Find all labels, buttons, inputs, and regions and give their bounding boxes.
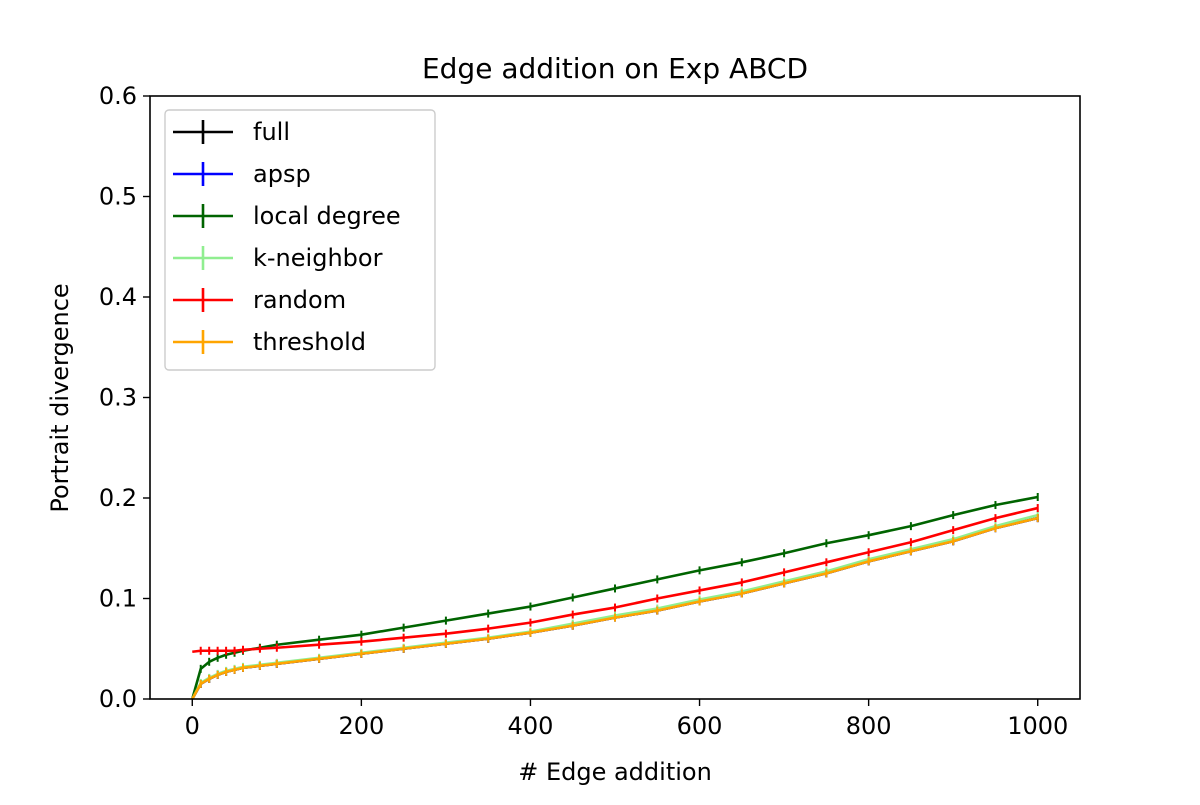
- series-local-degree: [191, 492, 1039, 700]
- chart-title: Edge addition on Exp ABCD: [422, 52, 808, 85]
- y-tick-label: 0.1: [99, 585, 137, 613]
- x-tick-label: 200: [338, 712, 384, 740]
- legend-label: k-neighbor: [253, 244, 383, 272]
- x-tick-label: 600: [677, 712, 723, 740]
- x-axis-label: # Edge addition: [518, 758, 712, 786]
- legend-item: full: [173, 118, 290, 146]
- y-tick-label: 0.3: [99, 384, 137, 412]
- legend-item: k-neighbor: [173, 244, 383, 272]
- legend-label: local degree: [253, 202, 401, 230]
- y-tick-label: 0.2: [99, 484, 137, 512]
- plot-series: [191, 492, 1039, 700]
- legend-label: apsp: [253, 160, 311, 188]
- y-axis-ticks: 0.0 0.1 0.2 0.3 0.4 0.5 0.6: [99, 82, 150, 713]
- y-tick-label: 0.4: [99, 283, 137, 311]
- x-axis-ticks: 0 200 400 600 800 1000: [185, 699, 1068, 740]
- x-tick-label: 400: [508, 712, 554, 740]
- legend-label: threshold: [253, 328, 366, 356]
- legend-item: threshold: [173, 328, 366, 356]
- x-tick-label: 1000: [1007, 712, 1068, 740]
- legend-label: random: [253, 286, 346, 314]
- series-random: [192, 504, 1039, 655]
- y-tick-label: 0.0: [99, 685, 137, 713]
- x-tick-label: 0: [185, 712, 200, 740]
- legend-item: local degree: [173, 202, 401, 230]
- y-tick-label: 0.5: [99, 183, 137, 211]
- x-tick-label: 800: [846, 712, 892, 740]
- y-tick-label: 0.6: [99, 82, 137, 110]
- y-axis-label: Portrait divergence: [46, 283, 74, 512]
- legend: full apsp local degree k-neighbor random thre…: [164, 109, 436, 371]
- series-threshold: [191, 514, 1039, 700]
- legend-label: full: [253, 118, 290, 146]
- legend-item: random: [173, 286, 346, 314]
- legend-item: apsp: [173, 160, 311, 188]
